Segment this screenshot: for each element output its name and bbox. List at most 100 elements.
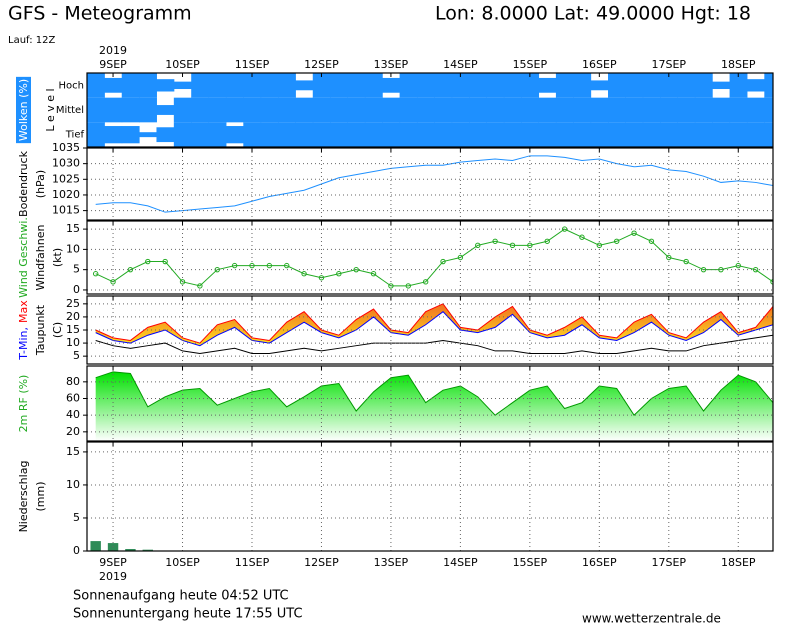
cloud-cover — [503, 97, 522, 123]
marker — [370, 271, 377, 277]
cloud-cover — [538, 122, 557, 147]
cloud-cover — [555, 97, 574, 123]
cloud-cover — [469, 122, 487, 147]
cloud-cover — [608, 122, 626, 147]
cloud-cover — [191, 73, 210, 98]
y-axis-label: L e v e l — [44, 88, 57, 131]
cloud-cover — [208, 97, 227, 123]
marker — [631, 230, 637, 236]
y-tick-label: 1035 — [52, 141, 80, 154]
plot-area — [92, 226, 773, 289]
cloud-cover — [434, 122, 453, 147]
cloud-cover — [208, 122, 227, 147]
cloud-cover — [469, 73, 487, 98]
x-tick-label-bottom: 10SEP — [165, 556, 200, 569]
marker — [301, 271, 307, 277]
cloud-cover — [139, 132, 157, 138]
cloud-cover — [225, 73, 244, 98]
temperature-band — [95, 303, 773, 346]
cloud-cover — [243, 122, 262, 147]
cloud-cover — [399, 122, 418, 147]
y-tick-label: 1015 — [52, 204, 80, 217]
cloud-cover — [746, 97, 765, 123]
cloud-cover — [173, 97, 192, 123]
y-axis-label: Windfahnen — [34, 225, 47, 291]
y-tick-label: 20 — [66, 310, 80, 323]
x-tick-label-top: 10SEP — [165, 58, 200, 71]
y-tick-label: 1020 — [52, 188, 80, 201]
cloud-cover — [503, 122, 522, 147]
y-tick-label: 20 — [66, 425, 80, 438]
cloud-cover — [694, 122, 713, 147]
y-tick-label: 5 — [73, 511, 80, 524]
marker — [666, 254, 672, 261]
marker — [231, 262, 238, 269]
cloud-cover — [538, 77, 557, 93]
bar — [107, 543, 119, 551]
y-tick-label: 60 — [66, 392, 80, 405]
x-tick-label-top: 16SEP — [582, 58, 617, 71]
cloud-cover — [625, 97, 644, 123]
cloud-cover — [764, 97, 773, 123]
cloud-cover — [729, 73, 748, 98]
panel-frame — [86, 441, 774, 552]
cloud-cover — [104, 126, 123, 144]
x-tick-label-bottom: 12SEP — [304, 556, 339, 569]
marker — [492, 238, 498, 244]
cloud-cover — [278, 122, 296, 147]
cloud-cover — [712, 97, 731, 123]
y-tick-label: 10 — [66, 336, 80, 349]
cloud-cover — [677, 73, 696, 98]
y-axis-label: Niederschlag — [17, 461, 30, 533]
cloud-cover — [764, 122, 773, 147]
marker — [752, 266, 759, 273]
cloud-cover — [625, 73, 644, 98]
cloud-cover — [625, 122, 644, 147]
y-axis-label-part: 2m RF (%) — [17, 375, 30, 433]
y-axis-label: (C) — [51, 322, 64, 338]
marker — [405, 283, 411, 289]
y-axis-label-part: (C) — [51, 322, 64, 338]
cloud-cover — [573, 97, 592, 123]
x-tick-label-top: 18SEP — [721, 58, 756, 71]
x-tick-label-bottom: 16SEP — [582, 556, 617, 569]
cloud-cover — [712, 122, 731, 147]
line — [95, 334, 773, 355]
cloud-cover — [312, 73, 331, 98]
x-tick-label-top: 9SEP — [99, 58, 127, 71]
cloud-cover — [156, 127, 175, 143]
cloud-cover — [347, 73, 366, 98]
x-tick-label-bottom: 9SEP — [99, 556, 127, 569]
cloud-cover — [608, 97, 626, 123]
marker — [561, 226, 568, 232]
cloud-cover — [330, 122, 349, 147]
panel-frame — [86, 365, 774, 442]
panel-background — [87, 221, 773, 294]
y-tick-label: 1030 — [52, 157, 80, 170]
marker — [249, 262, 255, 269]
y-axis-label: Taupunkt — [34, 304, 47, 356]
y-axis-label: (hPa) — [34, 170, 47, 198]
marker — [284, 262, 290, 269]
marker — [179, 279, 186, 285]
cloud-cover — [382, 77, 401, 93]
marker — [457, 254, 464, 261]
marker — [648, 238, 655, 244]
label-background — [16, 76, 31, 144]
x-tick-label-bottom: 14SEP — [443, 556, 478, 569]
marker — [266, 262, 273, 269]
cloud-cover — [660, 97, 678, 123]
marker — [613, 238, 620, 244]
cloud-cover — [521, 73, 540, 98]
cloud-cover — [295, 97, 314, 123]
cloud-cover — [677, 97, 696, 123]
source: www.wetterzentrale.de — [582, 612, 721, 626]
cloud-cover — [382, 97, 401, 123]
marker — [422, 279, 429, 285]
cloud-cover — [278, 73, 296, 98]
cloud-cover — [416, 122, 435, 147]
y-tick-label: 80 — [66, 375, 80, 388]
y-tick-label: 10 — [66, 478, 80, 491]
y-tick-label: 15 — [66, 323, 80, 336]
cloud-cover — [382, 122, 401, 147]
